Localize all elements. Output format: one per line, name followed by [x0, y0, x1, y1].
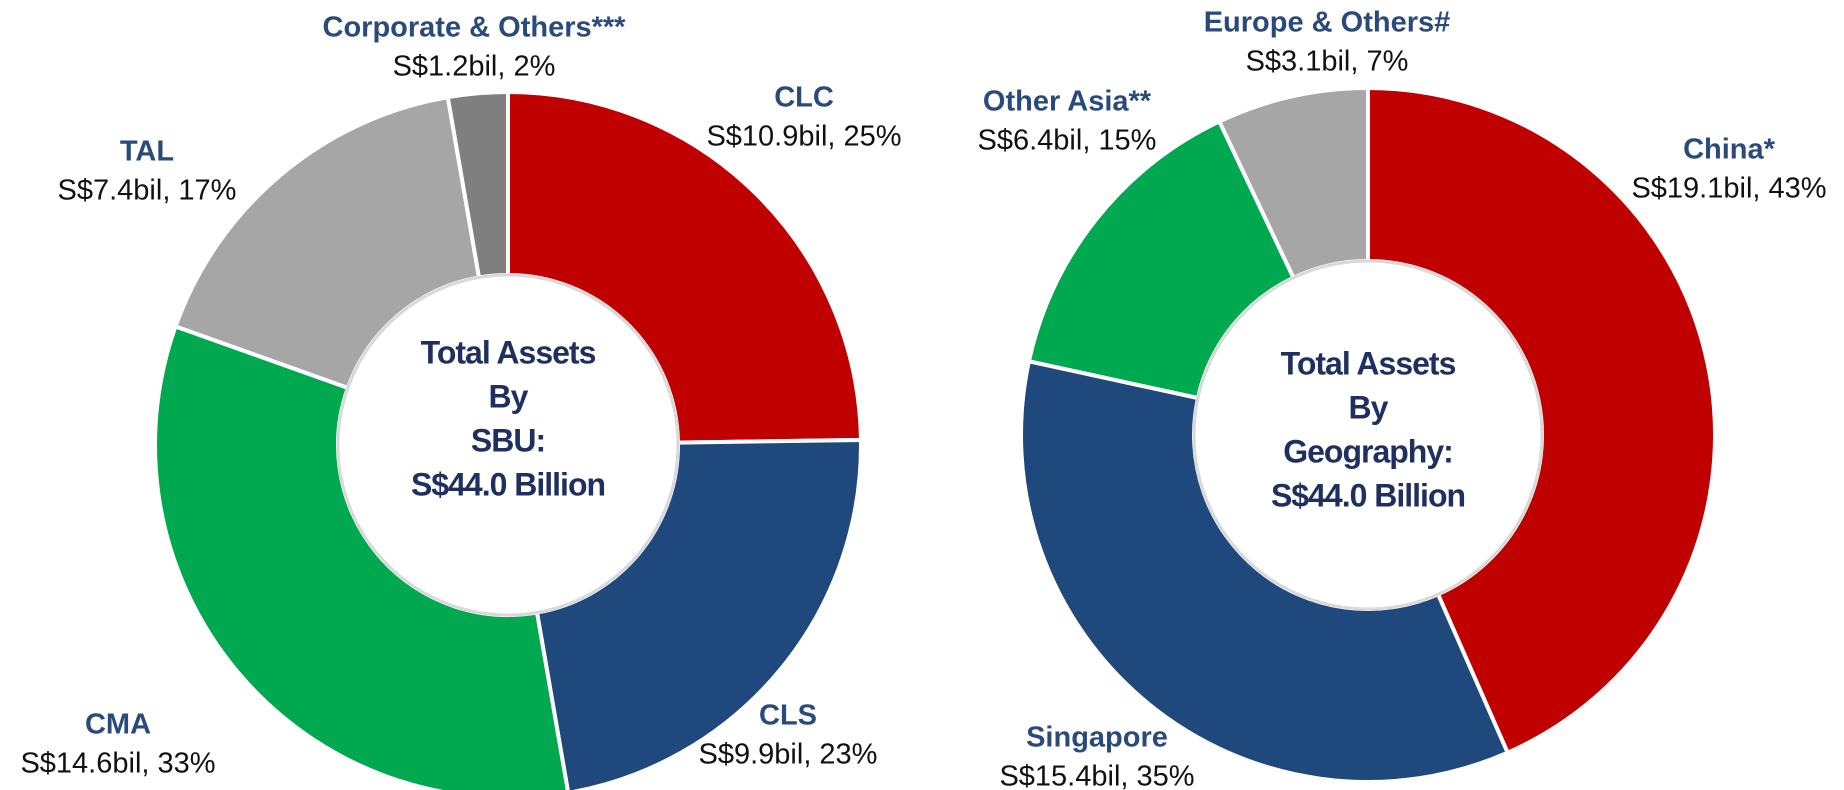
- slice-name: Singapore: [1026, 722, 1168, 754]
- slice-value: S$3.1bil, 7%: [1246, 46, 1409, 78]
- center-text: Total Assets: [1281, 345, 1456, 381]
- slice-value: S$15.4bil, 35%: [999, 761, 1194, 790]
- donut-hole-ring: [336, 273, 680, 617]
- slice-name: CLS: [759, 700, 817, 732]
- slice-name: CLC: [774, 82, 834, 114]
- slice-value: S$10.9bil, 25%: [706, 121, 901, 153]
- slice-name: Other Asia**: [983, 86, 1152, 118]
- slice-name: Europe & Others#: [1204, 7, 1451, 39]
- center-text: S$44.0 Billion: [1271, 477, 1465, 513]
- slice-name: TAL: [120, 136, 174, 168]
- slice-value: S$19.1bil, 43%: [1631, 173, 1826, 205]
- slice-name: Corporate & Others***: [323, 12, 627, 44]
- center-text: By: [489, 378, 529, 414]
- donut-hole-ring: [1192, 259, 1544, 611]
- slice-value: S$9.9bil, 23%: [699, 739, 878, 771]
- slice-value: S$14.6bil, 33%: [20, 748, 215, 780]
- center-text: S$44.0 Billion: [411, 466, 605, 502]
- center-text: SBU:: [471, 422, 545, 458]
- center-text: By: [1349, 389, 1389, 425]
- slice-value: S$6.4bil, 15%: [978, 125, 1157, 157]
- slice-value: S$7.4bil, 17%: [58, 175, 237, 207]
- center-text: Geography:: [1283, 433, 1453, 469]
- center-text: Total Assets: [421, 334, 596, 370]
- slice-name: CMA: [85, 709, 151, 741]
- slice-name: China*: [1683, 134, 1776, 166]
- slice-value: S$1.2bil, 2%: [393, 51, 556, 83]
